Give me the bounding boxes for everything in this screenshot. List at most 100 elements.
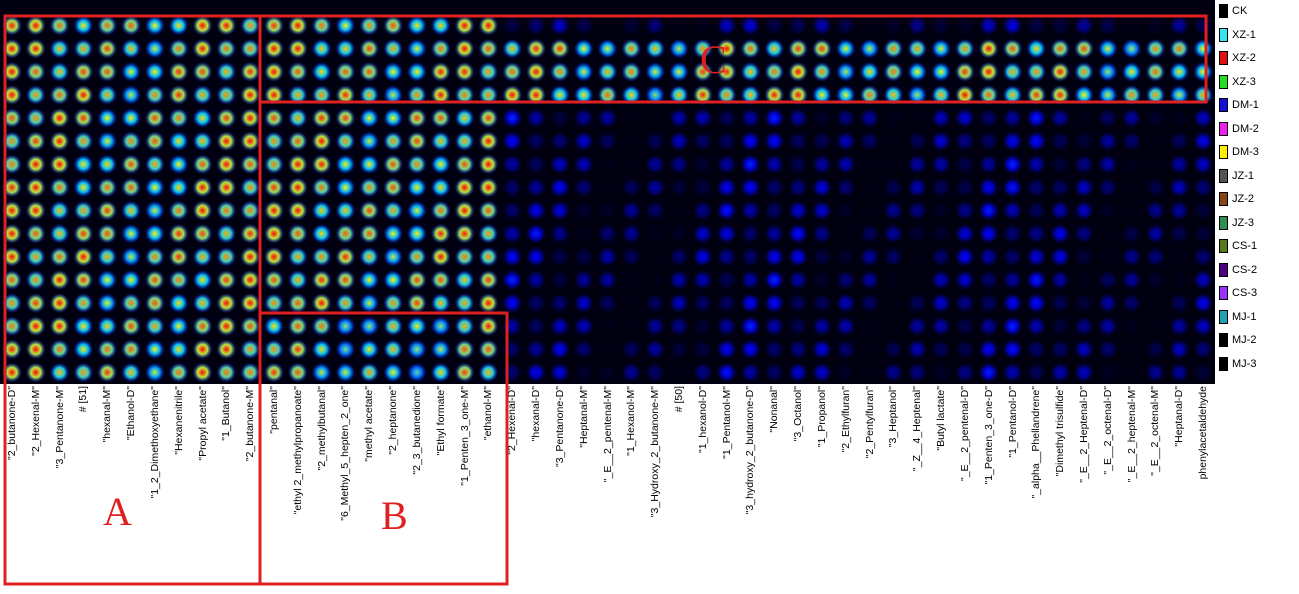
compound-label: "Heptanal-M" <box>577 386 590 448</box>
legend-swatch <box>1219 4 1228 18</box>
legend-swatch <box>1219 239 1228 253</box>
legend-item: MJ-3 <box>1219 356 1256 372</box>
legend-swatch <box>1219 168 1228 183</box>
legend-swatch <box>1219 309 1228 324</box>
region-b-label: B <box>381 493 408 538</box>
compound-label: "2_methylbutanal" <box>315 386 328 471</box>
legend-swatch <box>1219 145 1228 159</box>
legend-swatch <box>1219 286 1228 300</box>
compound-label: "pentanal" <box>267 386 280 434</box>
compound-label: "2_heptanone" <box>387 386 400 455</box>
legend-swatch <box>1219 27 1228 42</box>
compound-axis-labels: "2_butanone-D" "2_Hexenal-M" "3_Pentanone-… <box>0 386 1215 594</box>
legend-label: MJ-2 <box>1232 334 1257 346</box>
compound-label: "1_Pentanol-D" <box>1006 386 1019 458</box>
legend-swatch <box>1219 74 1228 89</box>
compound-label: "_E__2_pentenal-M" <box>601 386 614 483</box>
legend-item: XZ-2 <box>1219 50 1256 66</box>
compound-label: "3_Pentanone-D" <box>553 386 566 468</box>
legend-item: DM-2 <box>1219 121 1259 137</box>
legend-item: CS-3 <box>1219 285 1257 301</box>
legend-item: CS-1 <box>1219 238 1257 254</box>
compound-label: "_E__2_heptenal-M" <box>1125 386 1138 483</box>
compound-label: "2_Hexenal-D" <box>506 386 519 455</box>
compound-label: "3_Pentanone-M" <box>53 386 66 469</box>
legend-label: JZ-1 <box>1232 169 1254 182</box>
compound-label: "_alpha__Phellandrene" <box>1030 386 1043 499</box>
compound-label: "3_Octanol" <box>792 386 805 442</box>
legend-label: XZ-2 <box>1232 52 1256 64</box>
compound-label: "Heptanal-D" <box>1173 386 1186 447</box>
legend-label: JZ-2 <box>1232 193 1254 205</box>
compound-label: "hexanal-D" <box>530 386 543 442</box>
legend-label: DM-1 <box>1232 99 1259 111</box>
compound-label: "_E__2_octenal-M" <box>1149 386 1162 476</box>
compound-label: "1_Penten_3_one-M" <box>458 386 471 486</box>
legend-label: DM-3 <box>1232 146 1259 158</box>
legend-label: XZ-1 <box>1232 28 1256 41</box>
compound-label: "_E__2_pentenal-D" <box>958 386 971 482</box>
compound-label: "Ethanol-D" <box>125 386 138 441</box>
compound-label: "3_Heptanol" <box>887 386 900 448</box>
compound-label: "3_Hydroxy_2_butanone-M" <box>649 386 662 518</box>
legend-item: MJ-2 <box>1219 332 1256 348</box>
compound-label: "1_Propanol" <box>815 386 828 448</box>
legend-item: CK <box>1219 3 1247 19</box>
compound-label: "Ethyl formate" <box>434 386 447 456</box>
compound-label: "6_Methyl_5_hepten_2_one" <box>339 386 352 521</box>
compound-label: "1_Penten_3_one-D" <box>982 386 995 485</box>
compound-label: # [51] <box>77 386 90 413</box>
legend-item: XZ-1 <box>1219 27 1256 43</box>
compound-label: "Hexanenitrile" <box>172 386 185 455</box>
compound-label: "1_Pentanol-M" <box>720 386 733 459</box>
legend-swatch <box>1219 215 1228 230</box>
compound-label: "methyl acetate" <box>363 386 376 462</box>
legend-swatch <box>1219 98 1228 112</box>
compound-label: "1_Butanol" <box>220 386 233 441</box>
compound-label: "2_Pentylfuran" <box>863 386 876 459</box>
legend-swatch <box>1219 192 1228 206</box>
compound-label: phenylacetaldehyde <box>1197 386 1210 480</box>
compound-label: "_E__2_Heptenal-D" <box>1077 386 1090 483</box>
legend-label: CK <box>1232 5 1248 17</box>
legend-label: CS-2 <box>1232 263 1258 276</box>
region-c-label: C <box>700 37 727 82</box>
compound-label: "2_butanone-D" <box>5 386 18 461</box>
legend-item: JZ-3 <box>1219 215 1254 231</box>
legend-label: DM-2 <box>1232 122 1259 135</box>
legend-label: MJ-1 <box>1232 310 1257 323</box>
legend-item: CS-2 <box>1219 262 1257 278</box>
compound-label: "ethanol-M" <box>482 386 495 441</box>
compound-label: "_Z__4_Heptenal" <box>911 386 924 472</box>
region-a-label: A <box>103 489 132 534</box>
compound-label: "2_Hexenal-M" <box>29 386 42 456</box>
compound-label: "2_Ethylfuran" <box>839 386 852 453</box>
compound-label: "_E__2_octenal-D" <box>1101 386 1114 475</box>
legend-item: MJ-1 <box>1219 309 1256 325</box>
compound-label: "Butyl lactate" <box>935 386 948 451</box>
compound-label: "1_2_Dimethoxyethane" <box>148 386 161 499</box>
legend-swatch <box>1219 356 1228 371</box>
compound-label: "Propyl acetate" <box>196 386 209 461</box>
compound-label: # [50] <box>672 386 685 413</box>
compound-label: "2_3_butanedione" <box>410 386 423 475</box>
compound-label: "3_hydroxy_2_butanone-D" <box>744 386 757 515</box>
compound-label: "1_hexanol-D" <box>696 386 709 453</box>
legend-label: MJ-3 <box>1232 357 1257 370</box>
compound-label: "Nonanal" <box>768 386 781 433</box>
compound-label: "Dimethyl trisulfide" <box>1054 386 1067 477</box>
legend-swatch <box>1219 262 1228 277</box>
legend-swatch <box>1219 51 1228 65</box>
compound-label: "ethyl 2_methylpropanoate" <box>291 386 304 515</box>
legend-label: CS-1 <box>1232 240 1258 252</box>
compound-label: "hexanal-M" <box>101 386 114 443</box>
legend-item: JZ-2 <box>1219 191 1254 207</box>
legend-item: XZ-3 <box>1219 74 1256 90</box>
legend-item: JZ-1 <box>1219 168 1254 184</box>
legend-label: JZ-3 <box>1232 216 1254 229</box>
legend-swatch <box>1219 121 1228 136</box>
legend-item: DM-1 <box>1219 97 1259 113</box>
legend-label: CS-3 <box>1232 287 1258 299</box>
compound-label: "1_Hexanol-M" <box>625 386 638 456</box>
legend-item: DM-3 <box>1219 144 1259 160</box>
